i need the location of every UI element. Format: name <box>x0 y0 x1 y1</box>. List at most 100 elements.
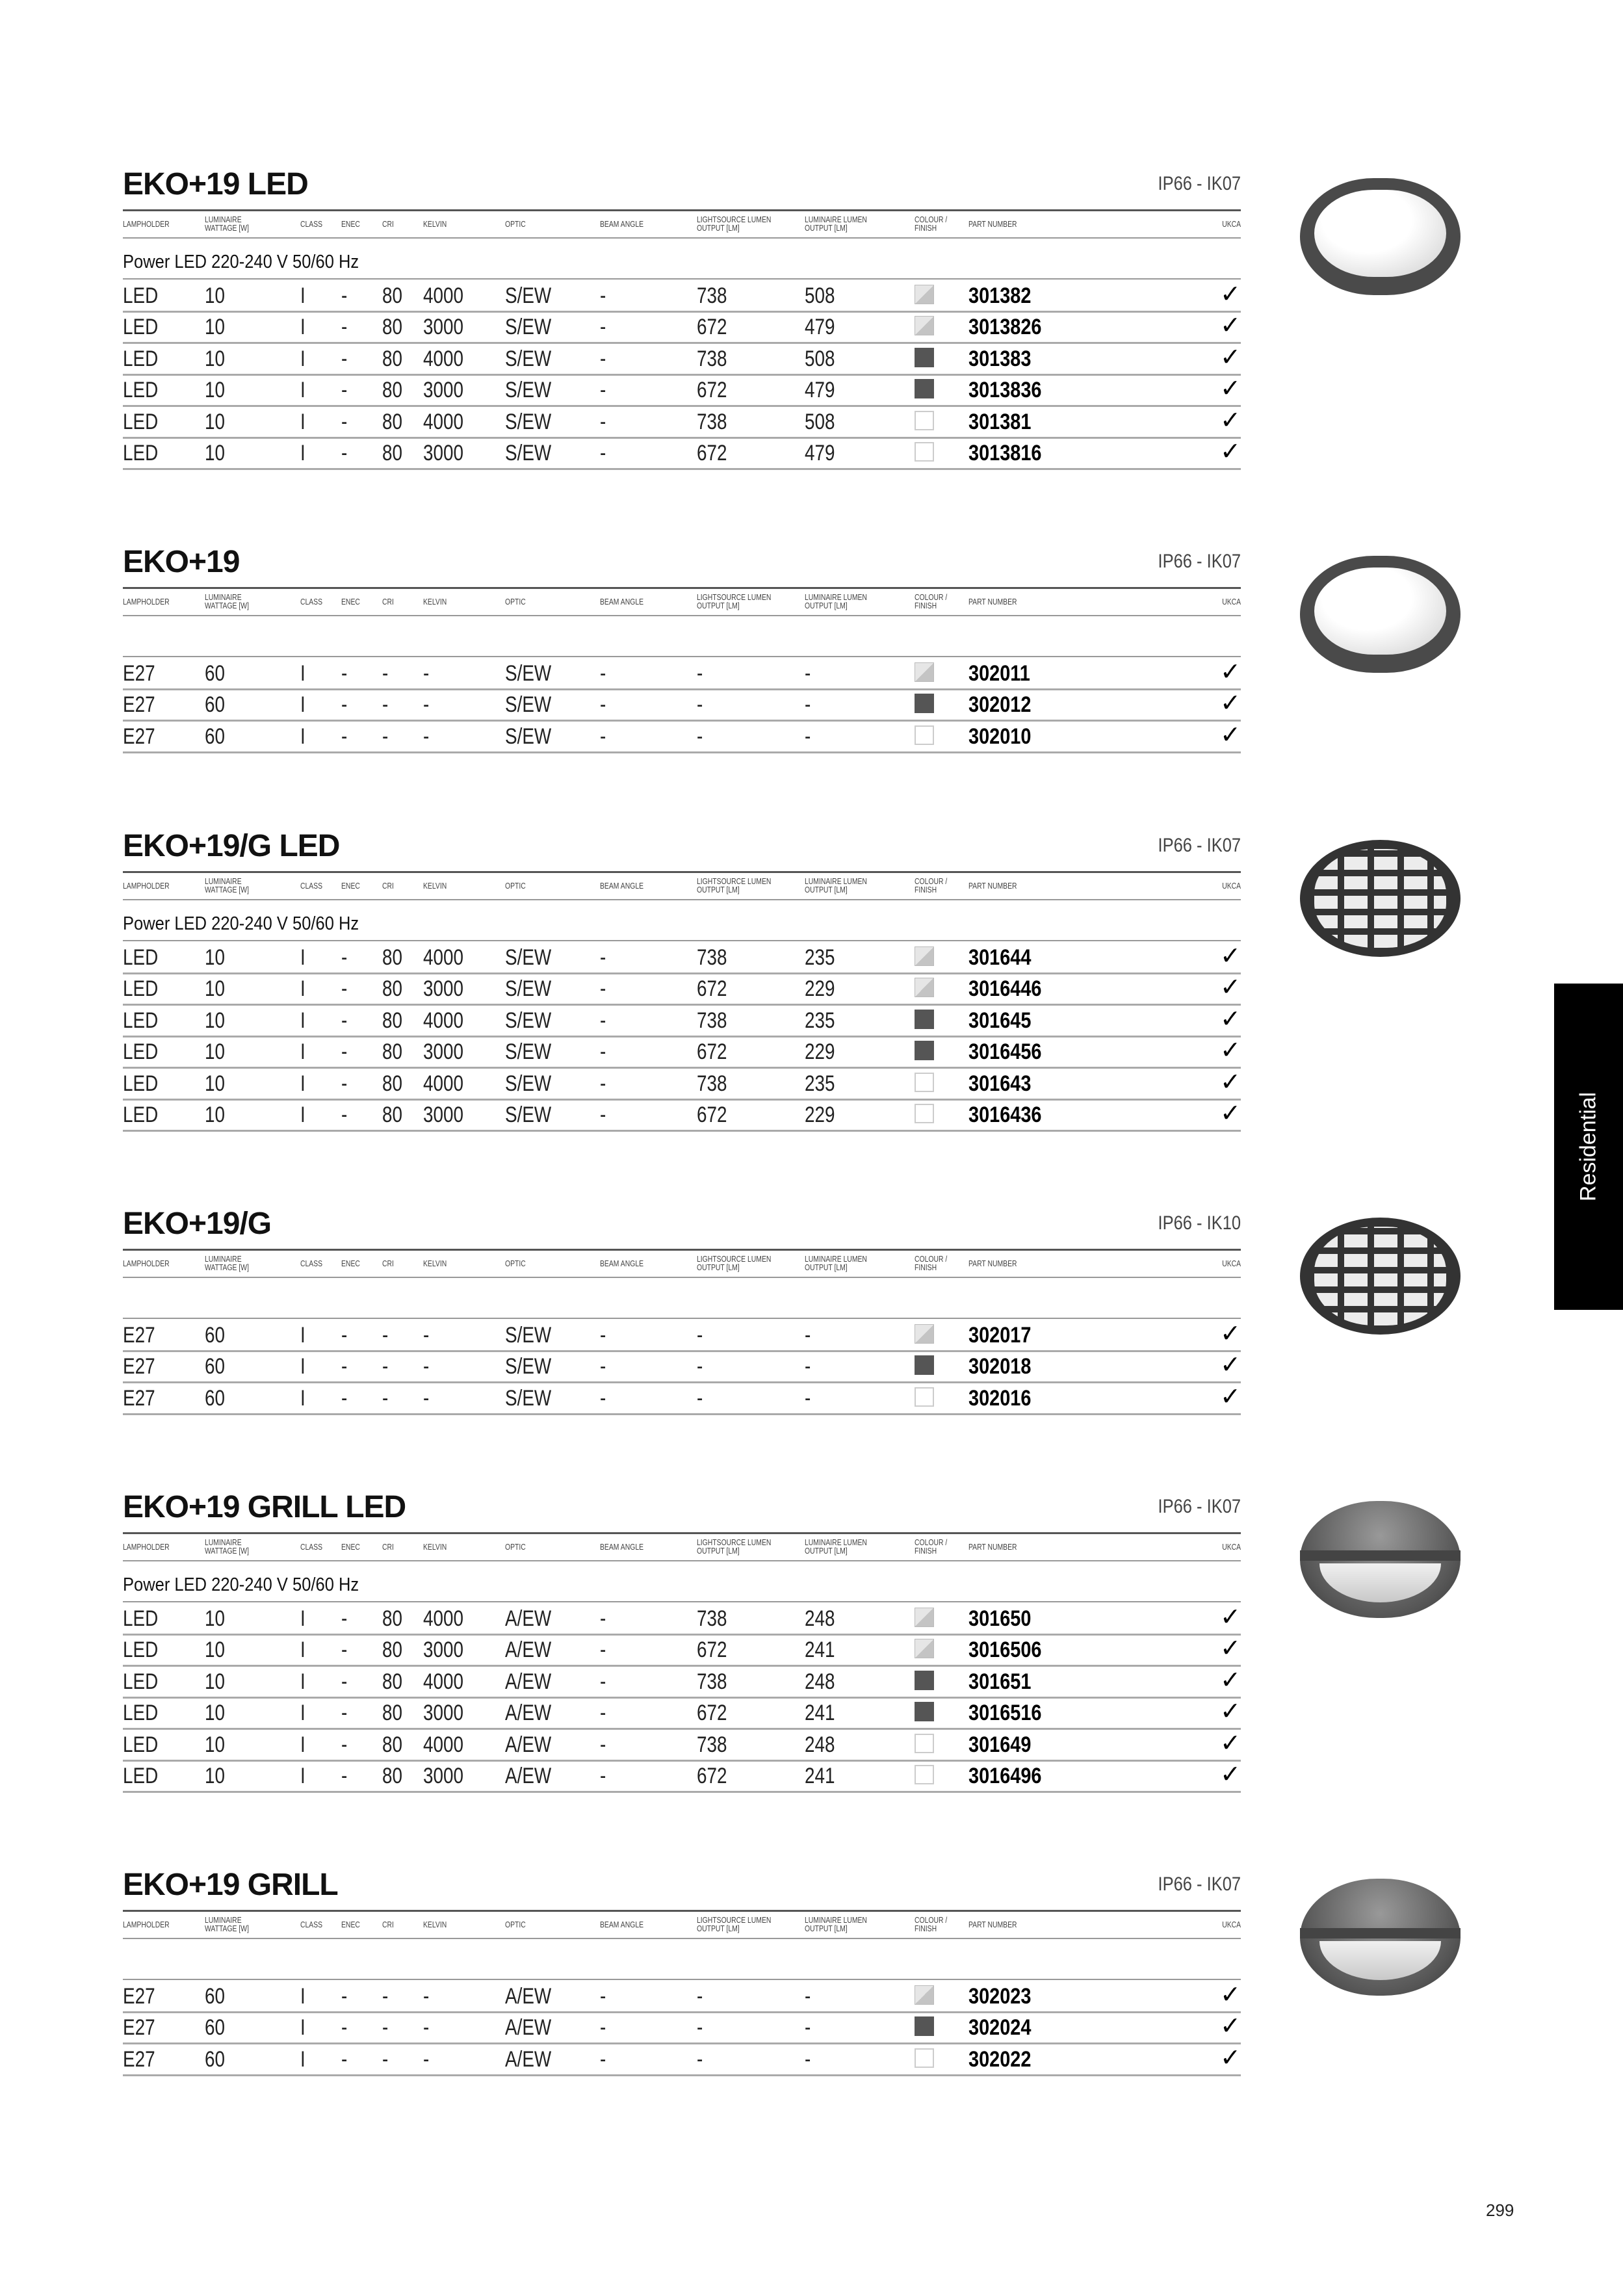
column-header: PART NUMBER <box>968 1259 1017 1268</box>
header-top-rule <box>123 587 1241 589</box>
cell-class: I <box>300 346 305 371</box>
cell-optic: S/EW <box>505 1071 552 1096</box>
table-row: LED 10 I - 80 3000 S/EW - 672 229 3016456 ✓ <box>123 1036 1241 1069</box>
ukca-check-icon: ✓ <box>1220 375 1241 403</box>
cell-kelvin: 4000 <box>423 1669 464 1694</box>
cell-kelvin: 4000 <box>423 283 464 308</box>
colour-swatch-dark <box>915 1009 934 1029</box>
table-row: LED 10 I - 80 3000 A/EW - 672 241 3016506 ✓ <box>123 1634 1241 1667</box>
cell-lampholder: LED <box>123 976 159 1002</box>
cell-enec: - <box>341 692 348 718</box>
cell-enec: - <box>341 2015 348 2041</box>
column-header: UKCA <box>1222 881 1241 890</box>
cell-cri: - <box>382 724 389 749</box>
cell-beam-angle: - <box>600 2046 606 2072</box>
cell-luminaire-lumen-output-lm: 235 <box>805 1071 835 1096</box>
column-header: LUMINAIRE LUMEN OUTPUT [lm] <box>805 593 867 610</box>
column-header: LAMPHOLDER <box>123 1259 170 1268</box>
column-header-line: OUTPUT [lm] <box>697 223 740 233</box>
cell-class: I <box>300 2015 305 2041</box>
column-header-line: CLASS <box>300 1259 323 1268</box>
table-row: LED 10 I - 80 3000 A/EW - 672 241 3016516 ✓ <box>123 1697 1241 1730</box>
column-header: COLOUR / FINISH <box>915 215 947 232</box>
cell-optic: S/EW <box>505 976 552 1002</box>
column-header: LIGHTSOURCE LUMEN OUTPUT [lm] <box>697 1916 771 1933</box>
cell-beam-angle: - <box>600 1606 606 1631</box>
column-header-line: KELVIN <box>423 1259 447 1268</box>
cell-kelvin: - <box>423 1323 430 1348</box>
column-header-line: ENEC <box>341 1542 360 1552</box>
table-row: LED 10 I - 80 4000 S/EW - 738 508 301382 ✓ <box>123 280 1241 313</box>
column-header-line: WATTAGE [W] <box>205 223 249 233</box>
oval-half-grill-icon <box>1300 1501 1461 1618</box>
column-header-line: LUMINAIRE <box>205 1254 242 1264</box>
subtitle-rule <box>123 940 1241 941</box>
column-header-line: OUTPUT [lm] <box>805 1924 848 1933</box>
table-row: E27 60 I - - - A/EW - - - 302022 ✓ <box>123 2043 1241 2076</box>
table-row: LED 10 I - 80 4000 A/EW - 738 248 301651 ✓ <box>123 1665 1241 1699</box>
column-header-line: COLOUR / <box>915 215 948 224</box>
column-header: UKCA <box>1222 220 1241 228</box>
column-header: OPTIC <box>505 1259 526 1268</box>
cell-luminaire-wattage-w: 60 <box>205 1323 226 1348</box>
colour-swatch-dark <box>915 1702 934 1722</box>
column-header-line: BEAM ANGLE <box>600 1259 644 1268</box>
ukca-check-icon: ✓ <box>1220 721 1241 749</box>
column-header: KELVIN <box>423 1259 447 1268</box>
cell-class: I <box>300 1354 305 1379</box>
column-header: OPTIC <box>505 597 526 606</box>
cell-enec: - <box>341 661 348 686</box>
cell-luminaire-lumen-output-lm: 508 <box>805 283 835 308</box>
colour-swatch-light <box>915 978 934 998</box>
column-header-line: FINISH <box>915 1262 937 1272</box>
part-number: 302018 <box>968 1354 1032 1379</box>
cell-lightsource-lumen-output-lm: - <box>697 692 703 718</box>
cell-cri: 80 <box>382 409 403 434</box>
cell-luminaire-wattage-w: 10 <box>205 1039 226 1065</box>
colour-swatch-dark <box>915 347 934 367</box>
cell-beam-angle: - <box>600 1637 606 1663</box>
cell-luminaire-wattage-w: 10 <box>205 1764 226 1788</box>
column-header: PART NUMBER <box>968 220 1017 228</box>
section-title: EKO+19 LED <box>123 167 309 202</box>
cell-kelvin: 3000 <box>423 441 464 465</box>
subtitle-rule <box>123 656 1241 657</box>
column-header-line: PART NUMBER <box>968 1259 1017 1268</box>
cell-kelvin: 3000 <box>423 1102 464 1127</box>
section-tab-residential[interactable]: Residential <box>1554 984 1623 1310</box>
table-row: LED 10 I - 80 3000 A/EW - 672 241 3016496 ✓ <box>123 1760 1241 1793</box>
cell-class: I <box>300 1732 305 1757</box>
column-header-line: UKCA <box>1222 1542 1241 1552</box>
cell-kelvin: 4000 <box>423 1606 464 1631</box>
cell-optic: S/EW <box>505 724 552 749</box>
cell-lightsource-lumen-output-lm: - <box>697 661 703 686</box>
cell-luminaire-lumen-output-lm: 248 <box>805 1669 835 1694</box>
cell-optic: A/EW <box>505 1764 552 1788</box>
column-header-line: LUMINAIRE LUMEN <box>805 1915 867 1925</box>
cell-enec: - <box>341 1606 348 1631</box>
cell-enec: - <box>341 1984 348 2009</box>
cell-class: I <box>300 1606 305 1631</box>
cell-class: I <box>300 1984 305 2009</box>
cell-beam-angle: - <box>600 1354 606 1379</box>
cell-class: I <box>300 1071 305 1096</box>
cell-beam-angle: - <box>600 1039 606 1065</box>
part-number: 3013816 <box>968 441 1042 465</box>
column-header-line: OPTIC <box>505 881 526 891</box>
ukca-check-icon: ✓ <box>1220 1351 1241 1379</box>
ukca-check-icon: ✓ <box>1220 1635 1241 1663</box>
column-header-line: LAMPHOLDER <box>123 881 170 891</box>
cell-optic: A/EW <box>505 1637 552 1663</box>
ukca-check-icon: ✓ <box>1220 1604 1241 1631</box>
column-header-line: KELVIN <box>423 219 447 229</box>
cell-beam-angle: - <box>600 1701 606 1726</box>
section-title: EKO+19 GRILL <box>123 1868 339 1902</box>
cell-enec: - <box>341 346 348 371</box>
colour-swatch-white <box>915 1104 934 1123</box>
cell-luminaire-wattage-w: 10 <box>205 315 226 340</box>
cell-luminaire-lumen-output-lm: 248 <box>805 1732 835 1757</box>
cell-enec: - <box>341 1008 348 1033</box>
header-bottom-rule <box>123 899 1241 900</box>
cell-luminaire-lumen-output-lm: - <box>805 2015 811 2041</box>
part-number: 302023 <box>968 1984 1032 2009</box>
